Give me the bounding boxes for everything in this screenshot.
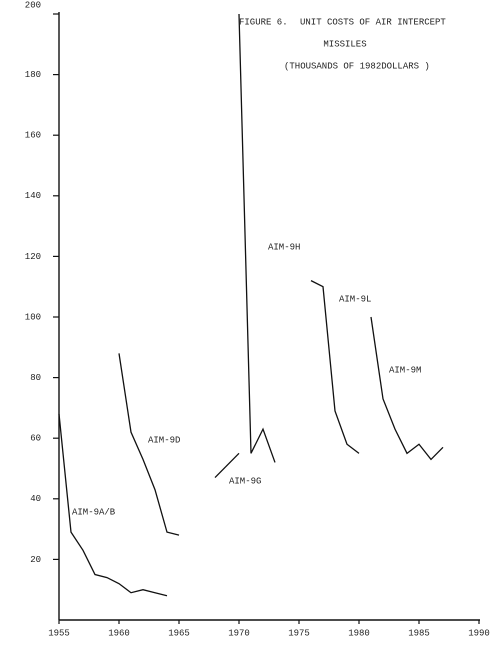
y-tick-label: 20 — [30, 555, 41, 565]
y-tick-label: 160 — [25, 131, 41, 141]
series-label: AIM-9D — [148, 435, 180, 445]
x-tick-label: 1985 — [408, 628, 430, 638]
x-tick-label: 1970 — [228, 628, 250, 638]
series-line — [370, 316, 444, 461]
chart-title: MISSILES — [323, 39, 366, 49]
y-tick-label: 80 — [30, 373, 41, 383]
y-tick-label: 140 — [25, 191, 41, 201]
series-line — [310, 280, 360, 454]
y-tick-label: 100 — [25, 312, 41, 322]
series-line — [118, 353, 180, 536]
x-tick-label: 1955 — [48, 628, 70, 638]
series-label: AIM-9G — [229, 476, 261, 486]
chart-title: UNIT COSTS OF AIR INTERCEPT — [300, 17, 446, 27]
x-tick-label: 1990 — [468, 628, 490, 638]
series-line — [238, 13, 276, 463]
series-label: AIM-9A/B — [72, 507, 116, 517]
x-tick-label: 1975 — [288, 628, 310, 638]
y-tick-label: 180 — [25, 70, 41, 80]
y-tick-label: 40 — [30, 494, 41, 504]
y-tick-label: 200 — [25, 0, 41, 10]
series-label: AIM-9L — [339, 294, 371, 304]
chart-title: FIGURE 6. — [239, 17, 288, 27]
series-label: AIM-9M — [389, 365, 421, 375]
chart-title: (THOUSANDS OF 1982DOLLARS ) — [284, 61, 430, 71]
y-tick-label: 60 — [30, 434, 41, 444]
series-line — [214, 452, 240, 479]
series-label: AIM-9H — [268, 242, 300, 252]
series-line — [58, 413, 168, 597]
x-tick-label: 1960 — [108, 628, 130, 638]
y-tick-label: 120 — [25, 252, 41, 262]
x-tick-label: 1980 — [348, 628, 370, 638]
x-tick-label: 1965 — [168, 628, 190, 638]
